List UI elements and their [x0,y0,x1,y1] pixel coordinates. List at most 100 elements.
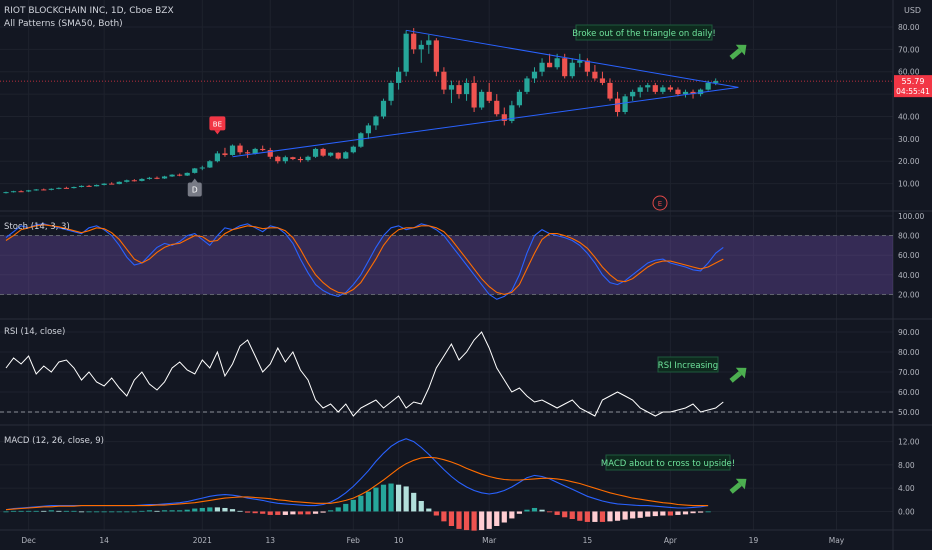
candle-body[interactable] [63,187,69,189]
candle-body[interactable] [539,62,545,72]
candle-body[interactable] [448,85,455,90]
candle-body[interactable] [161,176,168,179]
candle-body[interactable] [33,189,39,191]
candle-body[interactable] [154,177,160,179]
candle-body[interactable] [192,168,198,173]
candle-body[interactable] [403,33,409,72]
candle-body[interactable] [131,180,137,182]
candle-body[interactable] [10,191,17,193]
candle-body[interactable] [667,87,673,90]
candle-body[interactable] [101,183,107,185]
macd-title[interactable]: MACD (12, 26, close, 9) [4,436,104,446]
candle-body[interactable] [252,148,258,154]
arrow-up-icon[interactable] [727,363,751,387]
pattern-indicator-title[interactable]: All Patterns (SMA50, Both) [4,19,123,29]
price-axes[interactable]: 80.00 70.00 60.00 50.00 40.00 30.00 20.00 10.00… [898,23,924,517]
candle-body[interactable] [312,148,319,157]
candle-body[interactable] [139,178,145,181]
candle-body[interactable] [116,181,122,185]
macd-pane[interactable] [3,438,711,531]
stoch-pane[interactable] [5,223,724,300]
candle-body[interactable] [71,186,77,189]
candle-body[interactable] [18,191,24,193]
candle-body[interactable] [524,78,530,92]
candle-body[interactable] [282,157,288,162]
candle-body[interactable] [207,161,213,168]
candle-body[interactable] [199,167,205,169]
candle-body[interactable] [396,71,402,83]
candle-body[interactable] [78,185,85,187]
candle-body[interactable] [562,58,568,77]
candle-body[interactable] [682,91,689,95]
candle-body[interactable] [584,60,590,72]
candle-body[interactable] [365,125,371,134]
candle-body[interactable] [237,145,243,153]
rsi-pane[interactable] [0,331,893,417]
arrow-up-icon[interactable] [727,40,751,64]
candle-body[interactable] [599,78,606,83]
candle-body[interactable] [109,183,115,185]
candle-body[interactable] [645,85,651,88]
bearish-engulfing-marker[interactable]: BE [209,116,226,135]
candle-body[interactable] [652,85,658,92]
stoch-d-line[interactable] [5,224,724,295]
rsi-title[interactable]: RSI (14, close) [4,327,65,337]
candle-body[interactable] [275,156,281,162]
candle-body[interactable] [388,82,394,101]
candle-body[interactable] [297,159,304,161]
stoch-title[interactable]: Stoch (14, 3, 3) [4,222,70,232]
candle-body[interactable] [463,82,470,95]
candle-body[interactable] [94,184,100,187]
triangle-upper-trendline[interactable] [406,29,739,88]
candle-body[interactable] [418,44,424,50]
rsi-line[interactable] [5,331,724,417]
candle-body[interactable] [146,177,153,179]
earnings-marker[interactable]: E [652,195,668,211]
candle-body[interactable] [305,156,311,161]
candle-body[interactable] [41,189,47,191]
candle-body[interactable] [373,116,379,126]
candle-body[interactable] [343,152,349,159]
price-pane[interactable]: BE D [0,28,893,197]
candle-body[interactable] [335,152,341,159]
candle-body[interactable] [479,91,485,108]
last-price-tag[interactable]: 55.79 04:55:41 [894,75,932,98]
candle-body[interactable] [320,148,326,156]
pattern-d-marker[interactable]: D [187,178,202,197]
triangle-lower-trendline[interactable] [232,86,739,158]
candle-body[interactable] [630,91,636,97]
stoch-k-line[interactable] [5,223,724,300]
candle-body[interactable] [614,98,621,112]
candle-body[interactable] [380,100,387,117]
candle-body[interactable] [547,62,553,68]
candle-body[interactable] [328,152,334,156]
candle-body[interactable] [622,96,628,112]
arrow-up-icon[interactable] [727,474,751,498]
triangle-annotation[interactable]: Broke out of the triangle on daily! [572,24,716,41]
candle-body[interactable] [494,100,500,115]
macd-signal-line[interactable] [5,456,709,511]
rsi-annotation[interactable]: RSI Increasing [657,356,719,373]
candle-body[interactable] [350,146,356,153]
candle-body[interactable] [433,40,439,72]
candle-body[interactable] [290,157,296,159]
candle-body[interactable] [245,152,251,154]
candle-body[interactable] [471,82,477,108]
candle-body[interactable] [358,133,364,147]
candle-body[interactable] [675,89,681,95]
candle-body[interactable] [426,40,432,45]
candle-body[interactable] [441,71,447,90]
time-axis[interactable]: Dec 14 2021 13 Feb 10 Mar 15 Apr 19 May [21,536,844,545]
candle-body[interactable] [86,185,92,187]
candle-body[interactable] [516,91,522,106]
candle-body[interactable] [607,82,613,99]
candle-body[interactable] [169,174,175,177]
macd-annotation[interactable]: MACD about to cross to upside! [601,454,735,471]
candle-body[interactable] [56,187,62,189]
candle-body[interactable] [411,33,417,50]
candle-body[interactable] [3,192,9,194]
candle-body[interactable] [592,71,598,79]
candle-body[interactable] [267,150,273,157]
candle-body[interactable] [260,148,266,151]
